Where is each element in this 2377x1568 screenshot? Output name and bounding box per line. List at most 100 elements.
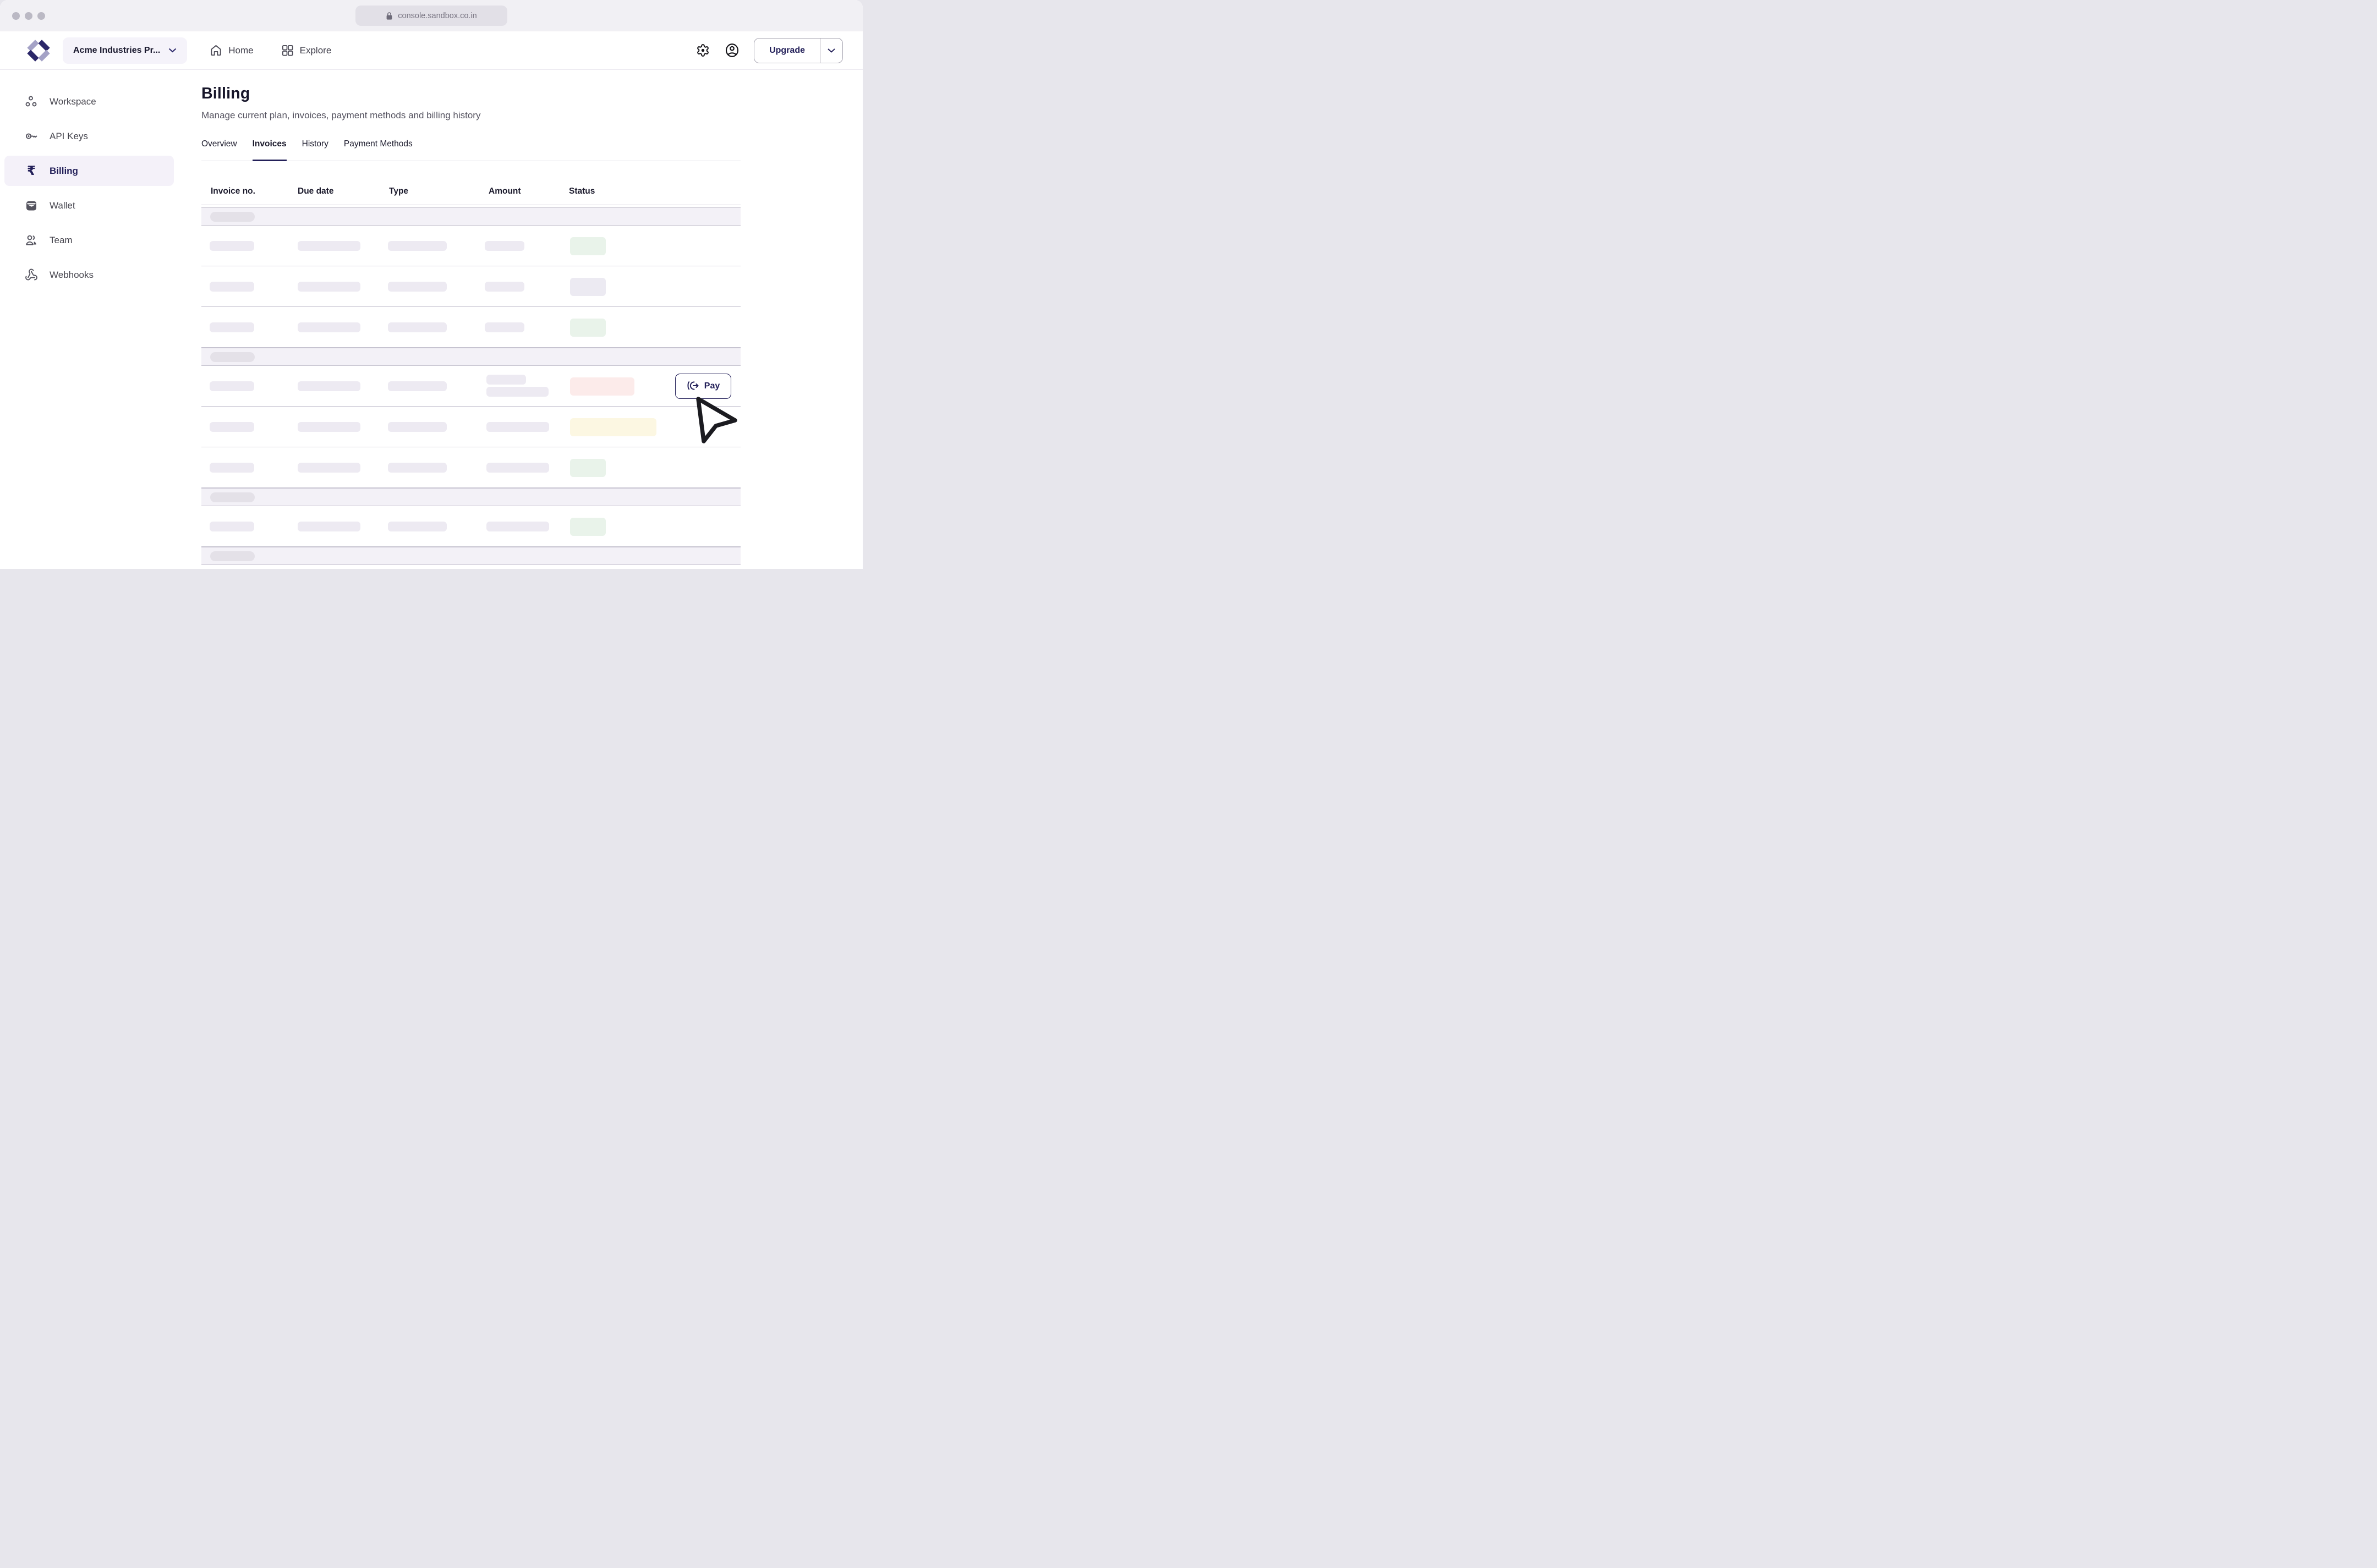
window-controls [12,12,45,20]
browser-window: console.sandbox.co.in Acme Industries Pr… [0,0,863,569]
page-subtitle: Manage current plan, invoices, payment m… [201,110,481,120]
pay-button-label: Pay [704,381,720,391]
nav-home-label: Home [228,45,254,56]
skeleton-invoice-no [210,421,254,432]
pay-out-circle-arrow-icon [687,381,699,390]
maximize-window-button[interactable] [37,12,45,20]
column-header-invoice-no: Invoice no. [211,187,255,196]
table-group-row [201,488,741,506]
header-actions: Upgrade [696,37,843,63]
close-window-button[interactable] [12,12,20,20]
skeleton-amount [485,281,524,292]
tab-history[interactable]: History [302,139,328,161]
skeleton-invoice-no [210,462,254,473]
key-icon [25,130,38,143]
page-title: Billing [201,85,250,102]
home-icon [211,45,221,56]
skeleton-type [388,521,447,531]
workspace-name: Acme Industries Pr... [73,45,161,55]
rupee-icon: ₹ [26,163,36,178]
table-header-row: Invoice no. Due date Type Amount Status [201,161,741,205]
skeleton-due-date [298,381,360,391]
account-button[interactable] [725,43,740,58]
skeleton-amount [486,521,549,531]
invoices-table: Invoice no. Due date Type Amount Status Pay [201,161,741,565]
workspace-selector[interactable]: Acme Industries Pr... [63,37,188,64]
skeleton-invoice-no [210,381,254,391]
chevron-down-icon [169,48,177,53]
padlock-icon [386,12,392,20]
upgrade-menu-button[interactable] [820,38,842,63]
sidebar-item-billing[interactable]: ₹ Billing [4,156,174,186]
skeleton-group-label [210,551,255,561]
skeleton-amount [486,374,526,385]
skeleton-amount-secondary [486,386,549,397]
table-body: Pay [201,207,741,565]
wallet-icon [25,199,38,212]
skeleton-type [388,281,447,292]
nav-home[interactable]: Home [210,44,254,57]
skeleton-type [388,322,447,332]
skeleton-amount [486,421,549,432]
column-header-status: Status [569,187,595,196]
nav-explore[interactable]: Explore [281,44,332,57]
tab-invoices[interactable]: Invoices [252,139,287,161]
column-header-due-date: Due date [298,187,334,196]
skeleton-amount [485,322,524,332]
skeleton-due-date [298,322,360,332]
table-row [201,506,741,547]
skeleton-invoice-no [210,240,254,251]
address-bar[interactable]: console.sandbox.co.in [355,6,507,26]
skeleton-group-label [210,492,255,502]
skeleton-amount [485,240,524,251]
nav-explore-label: Explore [299,45,332,56]
skeleton-due-date [298,240,360,251]
skeleton-group-label [210,212,255,222]
sidebar-item-label: Billing [50,165,78,176]
table-row [201,407,741,447]
column-header-amount: Amount [489,187,521,196]
sidebar-item-webhooks[interactable]: Webhooks [4,260,174,290]
sidebar-item-workspace[interactable]: Workspace [4,86,174,117]
table-row: Pay [201,366,741,407]
sidebar-item-label: API Keys [50,130,88,141]
chevron-down-icon [828,48,835,53]
minimize-window-button[interactable] [25,12,32,20]
tab-overview[interactable]: Overview [201,139,237,161]
upgrade-split-button: Upgrade [754,37,843,63]
upgrade-button[interactable]: Upgrade [754,39,820,63]
skeleton-amount [486,462,549,473]
status-badge-gray [570,277,606,296]
content-area: Workspace API Keys ₹ Billing Wallet Team Webho… [0,70,863,569]
pay-button[interactable]: Pay [675,373,731,399]
table-row [201,226,741,266]
skeleton-type [388,240,447,251]
table-row [201,447,741,488]
team-icon [25,234,38,247]
sidebar-item-label: Workspace [50,96,96,107]
main-panel: Billing Manage current plan, invoices, p… [201,70,863,569]
sidebar-item-team[interactable]: Team [4,225,174,255]
skeleton-due-date [298,281,360,292]
skeleton-type [388,421,447,432]
sidebar-item-wallet[interactable]: Wallet [4,190,174,221]
workspace-nodes-icon [25,95,38,108]
settings-button[interactable] [696,43,710,57]
app-header: Acme Industries Pr... Home Explore [0,31,863,70]
status-badge-red [570,377,634,396]
sidebar-item-label: Webhooks [50,269,94,280]
status-badge-green [570,318,606,337]
table-group-row [201,207,741,226]
billing-tabs: Overview Invoices History Payment Methods [201,139,741,161]
skeleton-invoice-no [210,281,254,292]
column-header-type: Type [389,187,409,196]
sidebar-item-api-keys[interactable]: API Keys [4,121,174,151]
grid-icon [282,45,293,56]
webhook-icon [25,268,38,282]
tab-payment-methods[interactable]: Payment Methods [344,139,413,161]
sidebar-item-label: Team [50,234,73,245]
url-text: console.sandbox.co.in [398,11,477,20]
browser-chrome: console.sandbox.co.in [0,0,863,31]
skeleton-group-label [210,352,255,362]
sidebar-item-label: Wallet [50,200,75,211]
